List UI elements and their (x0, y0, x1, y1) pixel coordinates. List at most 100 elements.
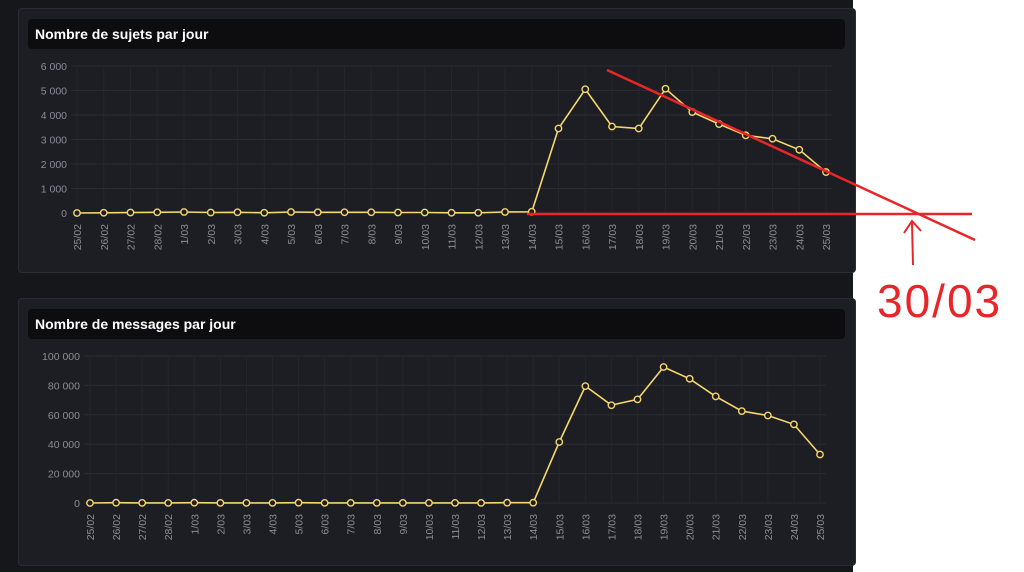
messages-chart-panel: Nombre de messages par jour (18, 298, 856, 566)
data-point (795, 145, 804, 154)
data-point (394, 208, 402, 217)
data-point (425, 498, 433, 507)
y-tick-label: 0 (74, 498, 80, 510)
x-tick-label: 11/03 (450, 514, 462, 540)
x-tick-label: 3/03 (241, 514, 253, 535)
x-tick-label: 25/03 (821, 224, 833, 250)
x-tick-label: 12/03 (476, 514, 488, 540)
x-tick-label: 24/03 (794, 224, 806, 250)
data-point (287, 208, 295, 216)
y-tick-label: 80 000 (48, 380, 80, 392)
x-tick-label: 14/03 (528, 514, 540, 540)
trend-line (606, 68, 976, 242)
data-point (790, 420, 798, 429)
x-tick-label: 13/03 (500, 224, 512, 250)
data-point (555, 438, 564, 446)
x-tick-label: 10/03 (420, 224, 432, 250)
data-point (659, 363, 668, 371)
x-tick-label: 1/03 (189, 514, 201, 535)
x-tick-label: 6/03 (320, 514, 332, 535)
chart-0: 0 1 000 2 000 3 000 4 000 5 000 6 000 25/02 26/0… (41, 61, 833, 250)
x-tick-label: 28/02 (163, 514, 175, 540)
x-tick-label: 19/03 (661, 224, 673, 250)
x-tick-label: 15/03 (554, 224, 566, 250)
x-tick-label: 12/03 (473, 224, 485, 250)
red-annotation: 30/03 (527, 68, 1002, 327)
data-point (451, 498, 459, 507)
x-tick-label: 19/03 (659, 514, 671, 540)
data-point (763, 411, 772, 420)
x-tick-label: 7/03 (340, 224, 352, 245)
data-point (768, 134, 777, 143)
x-tick-label: 14/03 (527, 224, 539, 250)
data-point (233, 208, 242, 217)
data-point (633, 395, 642, 404)
x-tick-label: 20/03 (687, 224, 699, 250)
x-tick-label: 26/02 (111, 514, 123, 540)
x-tick-label: 10/03 (424, 514, 436, 540)
x-tick-label: 20/03 (685, 514, 697, 540)
data-point (711, 392, 720, 401)
data-point (294, 498, 303, 507)
data-point (86, 499, 94, 507)
data-point (607, 401, 616, 410)
x-tick-label: 24/03 (789, 514, 801, 540)
y-tick-label: 60 000 (48, 410, 80, 422)
x-tick-label: 21/03 (711, 514, 723, 540)
x-tick-label: 16/03 (580, 224, 592, 250)
y-tick-label: 20 000 (48, 469, 80, 481)
topics-chart-title: Nombre de sujets par jour (28, 19, 845, 49)
x-tick-label: 22/03 (737, 514, 749, 540)
x-tick-label: 15/03 (554, 514, 566, 540)
y-tick-label: 100 000 (42, 351, 80, 363)
x-tick-label: 25/02 (72, 224, 84, 250)
topics-chart-panel: Nombre de sujets par jour (18, 8, 856, 273)
data-point (190, 498, 199, 507)
data-point (372, 498, 381, 507)
data-point (367, 208, 376, 217)
data-point (268, 498, 277, 507)
data-point (420, 208, 429, 217)
y-tick-label: 40 000 (48, 439, 80, 451)
data-point (737, 407, 746, 416)
messages-chart-title: Nombre de messages par jour (28, 309, 845, 339)
x-tick-label: 25/03 (815, 514, 827, 540)
data-point (447, 208, 456, 217)
data-point (260, 208, 269, 217)
x-tick-label: 4/03 (259, 224, 271, 245)
x-tick-label: 28/02 (152, 224, 164, 250)
x-tick-label: 26/02 (99, 224, 111, 250)
data-point (180, 208, 188, 216)
data-point (164, 498, 173, 507)
x-tick-label: 2/03 (206, 224, 218, 245)
y-tick-label: 6 000 (41, 61, 67, 73)
y-tick-label: 0 (61, 208, 67, 220)
x-tick-label: 3/03 (233, 224, 245, 245)
data-point (313, 208, 322, 217)
x-tick-label: 23/03 (763, 514, 775, 540)
data-point (112, 498, 120, 507)
data-point (340, 208, 349, 217)
x-tick-label: 4/03 (268, 514, 280, 535)
x-tick-label: 5/03 (294, 514, 306, 535)
data-point (126, 208, 135, 217)
x-tick-label: 9/03 (398, 514, 410, 535)
y-tick-label: 3 000 (41, 135, 67, 147)
data-point (73, 209, 81, 217)
x-tick-label: 17/03 (607, 224, 619, 250)
y-tick-label: 5 000 (41, 86, 67, 98)
handwritten-date: 30/03 (877, 275, 1002, 327)
data-point (503, 498, 512, 507)
x-tick-label: 1/03 (179, 224, 191, 245)
data-point (634, 124, 643, 133)
arrow-head (903, 219, 922, 234)
x-tick-label: 22/03 (741, 224, 753, 250)
chart-1: 0 20 000 40 000 60 000 80 000 100 000 25/02 26/… (42, 351, 827, 540)
x-tick-label: 25/02 (85, 514, 97, 540)
x-tick-label: 5/03 (286, 224, 298, 245)
data-point (216, 498, 225, 507)
data-point (685, 374, 694, 383)
data-point (477, 498, 485, 507)
data-point (474, 208, 483, 217)
data-point (346, 498, 355, 507)
